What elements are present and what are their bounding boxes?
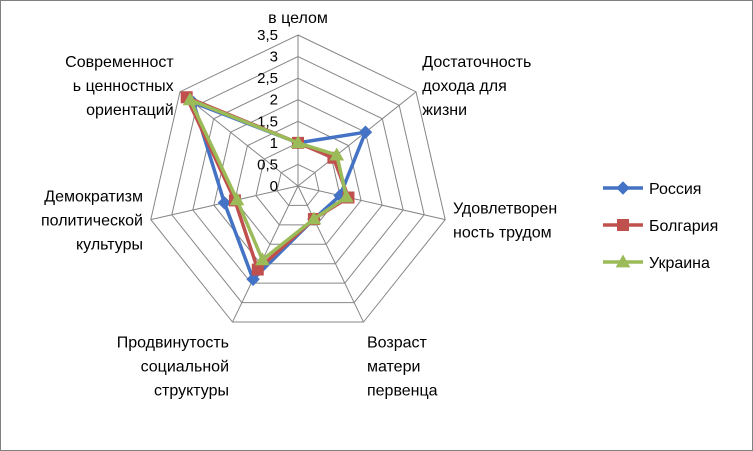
tick-label: 3,5 — [257, 27, 278, 44]
legend-marker — [617, 219, 629, 231]
radar-grid — [150, 34, 446, 323]
axis-label-line: Современност — [65, 54, 174, 71]
legend-item: Россия — [603, 181, 701, 198]
grid-ring — [234, 120, 362, 245]
data-point — [329, 147, 345, 161]
series — [182, 92, 354, 266]
legend-label: Болгария — [649, 218, 718, 235]
axis-label-line: дохода для — [422, 78, 506, 95]
legend-marker — [615, 254, 631, 268]
data-point — [339, 189, 354, 203]
grid-ring — [276, 163, 320, 206]
series-line — [188, 98, 349, 262]
axis-label-line: жизни — [422, 102, 467, 119]
axis-label-line: ность жизнью — [247, 0, 349, 3]
data-point — [251, 263, 264, 276]
axis-label-line: структуры — [154, 382, 229, 399]
data-point — [255, 252, 270, 266]
data-point — [182, 92, 198, 106]
data-point — [246, 272, 260, 286]
data-point — [290, 135, 306, 149]
axis-label-line: ориентаций — [86, 102, 174, 119]
grid-ring — [213, 99, 383, 265]
axis-label: Удовлетворен-ность жизньюв целом — [243, 0, 353, 27]
axis-label-line: социальной — [141, 358, 229, 375]
grid-spoke — [232, 185, 299, 323]
grid-ring — [255, 142, 341, 226]
legend-marker — [616, 181, 630, 195]
axis-label: Удовлетворен ность трудом — [453, 200, 557, 241]
legend: Россия Болгария Украина — [603, 181, 718, 272]
legend-label: Россия — [649, 181, 701, 198]
axis-label-line: в целом — [268, 10, 328, 27]
axis-label-line: Достаточность — [422, 54, 531, 71]
tick-label: 0 — [270, 178, 278, 195]
tick-label: 0,5 — [257, 156, 278, 173]
series-line — [184, 95, 351, 272]
axis-label-line: матери — [367, 358, 420, 375]
grid-ring — [150, 34, 446, 323]
axis-label-line: Возраст — [367, 334, 428, 351]
tick-label: 2,5 — [257, 70, 278, 87]
grid-spoke — [297, 185, 364, 323]
axis-label: Демократизм политической культуры — [41, 188, 143, 253]
grid-spoke — [179, 91, 299, 187]
axis-label-line: ность трудом — [453, 224, 552, 241]
axis-label: Достаточность дохода для жизни — [422, 54, 531, 119]
tick-label: 3 — [270, 49, 278, 66]
axis-label-line: Продвинутость — [117, 334, 229, 351]
series-group — [180, 91, 373, 286]
data-point — [217, 196, 232, 210]
axis-label: Возраст матери первенца — [367, 334, 438, 399]
data-point — [358, 125, 373, 139]
radial-tick-labels: 0 0,5 1 1,5 2 2,5 3 3,5 — [257, 27, 278, 195]
legend-label: Украина — [649, 255, 710, 272]
tick-label: 2 — [270, 92, 278, 109]
axis-label: Продвинутость социальной структуры — [117, 334, 229, 399]
axis-label-line: Удовлетворен — [453, 200, 557, 217]
legend-item: Украина — [603, 254, 710, 272]
axis-label-line: первенца — [367, 382, 438, 399]
axis-labels: Удовлетворен-ность жизньюв целомДостаточ… — [41, 0, 557, 399]
legend-item: Болгария — [603, 218, 718, 235]
axis-label: Современност ь ценностных ориентаций — [65, 54, 174, 119]
grid-spoke — [297, 185, 446, 221]
grid-ring — [171, 56, 425, 304]
grid-spoke — [297, 91, 417, 187]
tick-label: 1 — [270, 135, 278, 152]
data-point — [229, 192, 245, 206]
axis-label-line: ь ценностных — [73, 78, 174, 95]
axis-label-line: Демократизм — [44, 188, 143, 205]
axis-label-line: политической — [41, 212, 143, 229]
axis-label-line: культуры — [76, 236, 143, 253]
tick-label: 1,5 — [257, 113, 278, 130]
grid-ring — [192, 77, 404, 284]
data-point — [306, 211, 322, 225]
